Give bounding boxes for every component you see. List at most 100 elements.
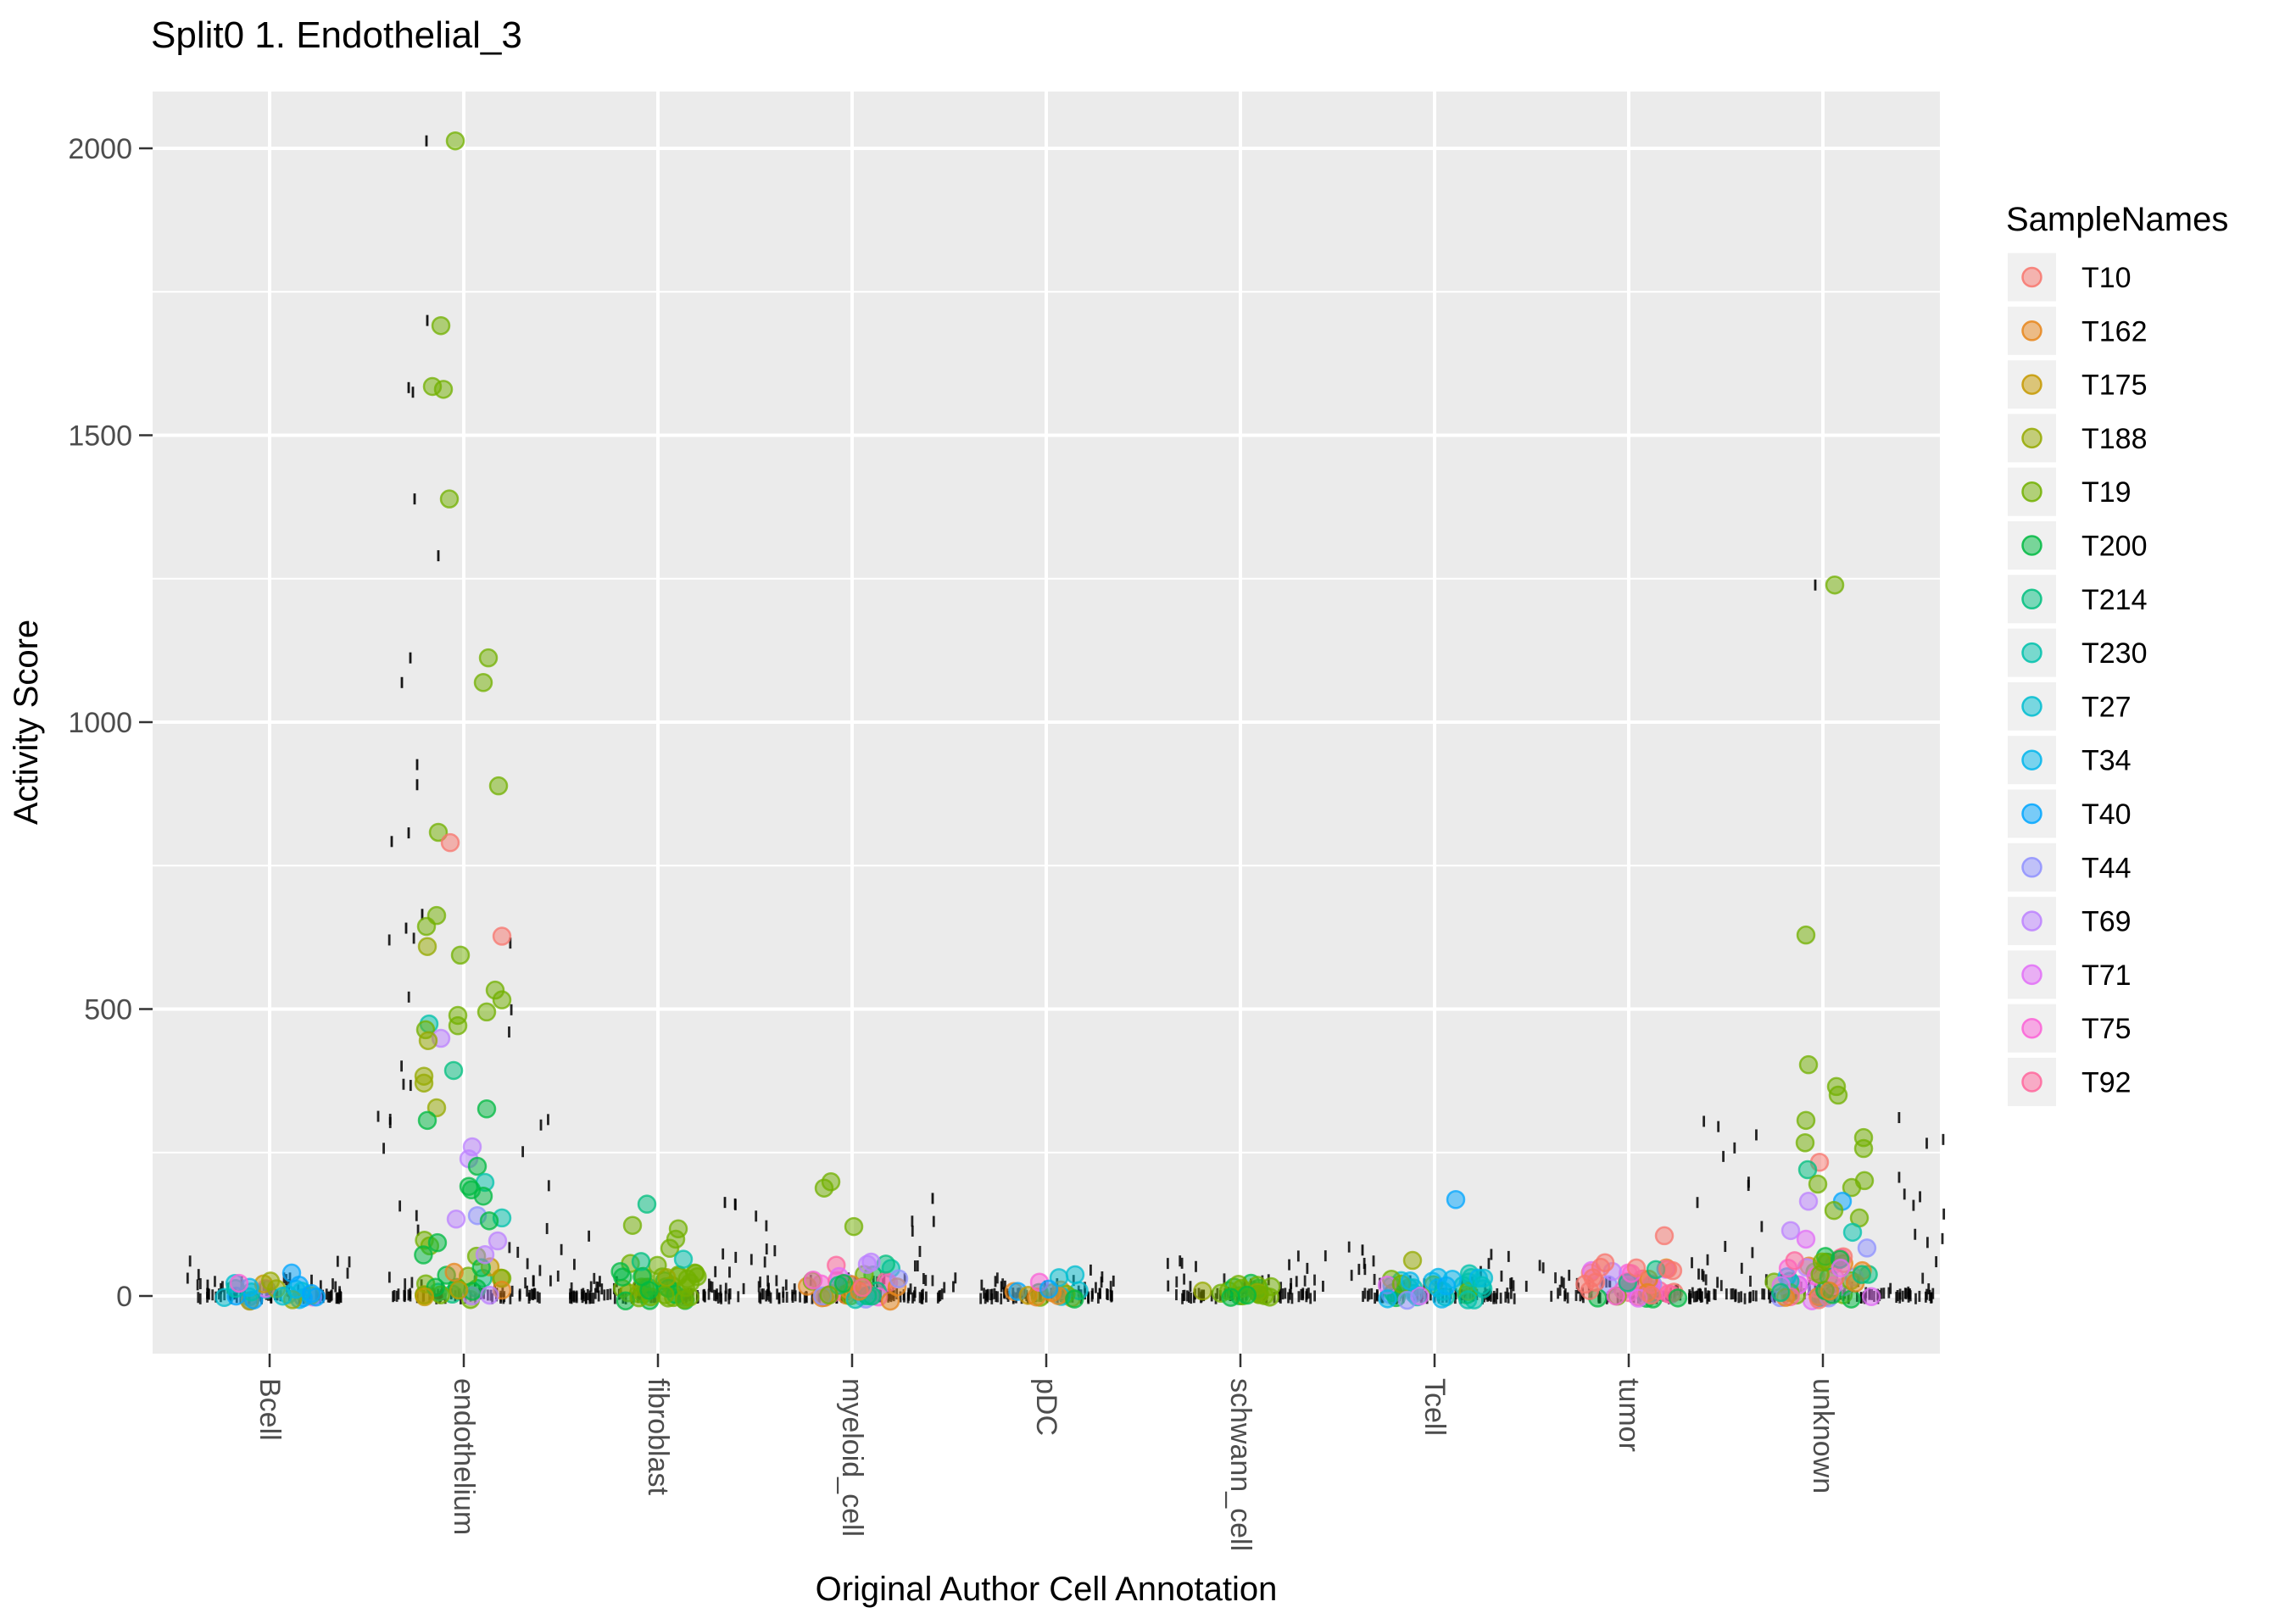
rug-dash	[734, 1251, 738, 1263]
rug-dash	[409, 1288, 412, 1299]
rug-dash	[1740, 1262, 1743, 1274]
rug-dash	[1935, 1256, 1938, 1268]
rug-dash	[1550, 1290, 1553, 1302]
data-point-T92	[853, 1277, 872, 1298]
rug-dash	[1691, 1287, 1694, 1299]
data-point-T19	[1810, 1265, 1830, 1285]
rug-dash	[776, 1288, 779, 1300]
legend-item-T27: T27	[2008, 681, 2132, 731]
rug-dash	[526, 1258, 529, 1270]
y-tick-label: 500	[84, 994, 132, 1026]
rug-dash	[1717, 1121, 1720, 1132]
data-point-T19	[688, 1266, 707, 1287]
rug-dash	[1490, 1249, 1493, 1260]
rug-dash	[906, 1292, 910, 1304]
data-point-T162	[1820, 1281, 1840, 1301]
x-tick-label: endothelium	[448, 1378, 480, 1535]
rug-dash	[415, 779, 419, 791]
data-point-T200	[479, 1211, 499, 1231]
rug-dash	[1295, 1276, 1298, 1288]
rug-dash	[1558, 1284, 1562, 1296]
legend-label: T162	[2081, 315, 2148, 348]
data-point-T19	[680, 1287, 699, 1307]
rug-dash	[1357, 1264, 1361, 1276]
rug-dash	[1887, 1287, 1891, 1299]
rug-dash	[526, 1285, 529, 1297]
data-point-T200	[1065, 1289, 1084, 1309]
x-axis-title: Original Author Cell Annotation	[816, 1571, 1278, 1608]
rug-dash	[437, 550, 440, 562]
rug-dash	[1725, 1288, 1728, 1300]
rug-dash	[1898, 1171, 1901, 1183]
x-tick-label: pDC	[1030, 1378, 1062, 1436]
data-point-T71	[1861, 1287, 1881, 1307]
rug-dash	[713, 1289, 716, 1301]
data-point-T10	[492, 926, 512, 946]
rug-dash	[1180, 1257, 1184, 1269]
rug-dash	[1279, 1292, 1282, 1304]
data-point-T19	[428, 822, 449, 843]
rug-dash	[532, 1288, 536, 1299]
rug-dash	[1195, 1260, 1197, 1272]
page-title: Split0 1. Endothelial_3	[151, 14, 522, 56]
legend-label: T40	[2081, 798, 2132, 831]
data-point-T214	[1797, 1160, 1818, 1180]
legend-item-T19: T19	[2008, 467, 2132, 516]
rug-dash	[1560, 1276, 1563, 1288]
rug-dash	[1731, 1288, 1735, 1299]
rug-dash	[592, 1293, 595, 1304]
data-point-T19	[1808, 1174, 1828, 1194]
y-axis-title: Activity Score	[8, 620, 45, 825]
data-point-T19	[622, 1215, 643, 1235]
rug-dash	[1167, 1280, 1170, 1292]
rug-dash	[811, 1293, 814, 1304]
rug-dash	[1928, 1289, 1931, 1301]
rug-dash	[711, 1282, 714, 1293]
data-point-T69	[1798, 1192, 1819, 1211]
rug-dash	[329, 1290, 332, 1302]
data-point-T10	[1641, 1285, 1661, 1305]
rug-dash	[1719, 1280, 1723, 1292]
rug-dash	[328, 1291, 332, 1303]
rug-dash	[521, 1146, 525, 1158]
rug-dash	[793, 1283, 796, 1295]
data-point-T27	[273, 1286, 293, 1306]
rug-dash	[803, 1292, 806, 1304]
x-tick-label: myeloid_cell	[836, 1378, 868, 1537]
data-point-T19	[448, 1015, 468, 1036]
rug-dash	[1524, 1281, 1528, 1293]
rug-dash	[206, 1291, 209, 1303]
rug-dash	[1563, 1290, 1566, 1302]
rug-dash	[1554, 1272, 1557, 1284]
rug-dash	[1290, 1293, 1294, 1304]
rug-dash	[334, 1281, 337, 1293]
rug-dash	[1296, 1250, 1300, 1262]
data-point-T40	[302, 1283, 321, 1304]
rug-dash	[426, 314, 429, 326]
rug-dash	[1307, 1288, 1310, 1299]
rug-dash	[1904, 1288, 1908, 1299]
rug-dash	[1095, 1282, 1097, 1293]
rug-dash	[1279, 1282, 1283, 1293]
rug-dash	[1509, 1288, 1513, 1299]
rug-dash	[1300, 1288, 1303, 1300]
rug-dash	[922, 1272, 925, 1284]
rug-dash	[1722, 1150, 1725, 1162]
rug-dash	[918, 1292, 922, 1304]
rug-dash	[1190, 1293, 1193, 1304]
rug-dash	[766, 1285, 770, 1297]
rug-dash	[415, 1210, 418, 1221]
rug-dash	[1562, 1277, 1565, 1289]
rug-dash	[911, 1215, 914, 1227]
rug-dash	[737, 1291, 740, 1303]
data-point-T19	[1853, 1138, 1874, 1159]
legend-dot	[2021, 642, 2042, 664]
data-point-T34	[1442, 1269, 1463, 1289]
rug-dash	[1749, 1276, 1752, 1288]
data-point-T200	[417, 1110, 437, 1131]
rug-dash	[1692, 1291, 1696, 1303]
rug-dash	[1889, 1282, 1892, 1294]
data-point-T69	[1781, 1221, 1801, 1241]
rug-dash	[1691, 1257, 1693, 1269]
rug-dash	[1734, 1290, 1737, 1302]
